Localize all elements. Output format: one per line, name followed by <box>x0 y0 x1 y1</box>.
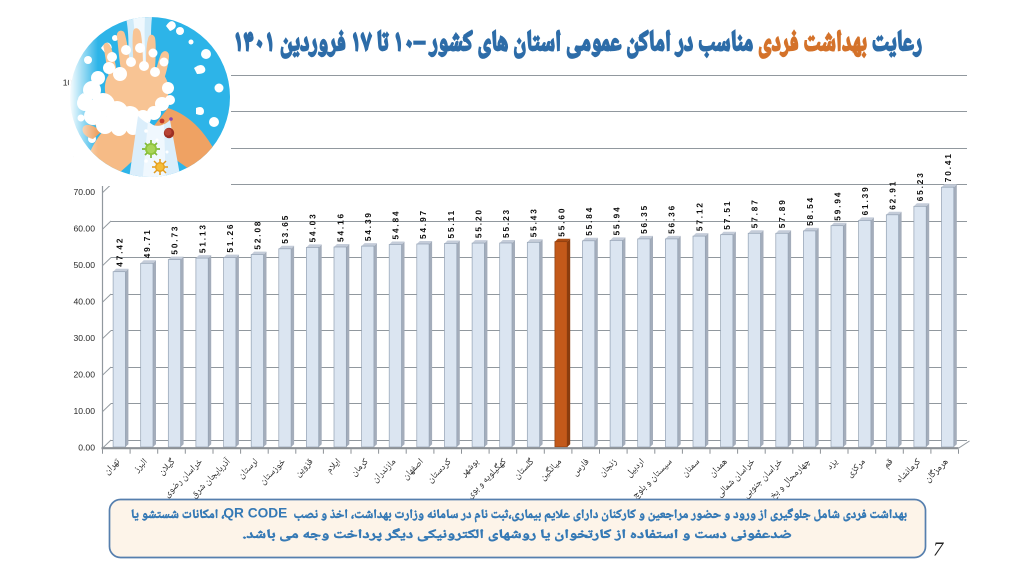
svg-text:54.03: 54.03 <box>309 212 318 242</box>
svg-text:57.87: 57.87 <box>751 198 760 228</box>
svg-text:0.00: 0.00 <box>78 443 95 453</box>
svg-text:50.00: 50.00 <box>73 260 95 270</box>
svg-text:57.89: 57.89 <box>778 198 787 228</box>
svg-text:56.35: 56.35 <box>640 204 649 234</box>
svg-text:52.08: 52.08 <box>254 220 263 250</box>
svg-text:55.23: 55.23 <box>502 208 511 238</box>
svg-text:7: 7 <box>933 539 944 561</box>
svg-text:10.00: 10.00 <box>73 406 95 416</box>
svg-text:54.39: 54.39 <box>364 211 373 241</box>
svg-text:50.73: 50.73 <box>171 225 180 255</box>
svg-text:20.00: 20.00 <box>73 370 95 380</box>
svg-text:59.94: 59.94 <box>833 191 842 221</box>
svg-text:55.20: 55.20 <box>474 208 483 238</box>
svg-text:56.36: 56.36 <box>668 204 677 234</box>
svg-text:51.26: 51.26 <box>226 223 235 253</box>
svg-text:54.84: 54.84 <box>392 210 401 240</box>
svg-text:65.23: 65.23 <box>916 171 925 201</box>
svg-text:47.42: 47.42 <box>116 237 125 267</box>
svg-text:55.60: 55.60 <box>557 207 566 237</box>
svg-text:57.51: 57.51 <box>723 200 732 230</box>
svg-text:70.41: 70.41 <box>944 152 953 182</box>
svg-text:QR CODE: QR CODE <box>223 506 287 521</box>
svg-text:40.00: 40.00 <box>73 297 95 307</box>
svg-text:54.97: 54.97 <box>419 209 428 239</box>
svg-text:57.12: 57.12 <box>695 201 704 231</box>
svg-text:62.91: 62.91 <box>889 180 898 210</box>
svg-text:53.65: 53.65 <box>281 214 290 244</box>
svg-text:51.13: 51.13 <box>198 223 207 253</box>
svg-text:70.00: 70.00 <box>73 187 95 197</box>
svg-text:60.00: 60.00 <box>73 224 95 234</box>
svg-text:49.71: 49.71 <box>143 228 152 258</box>
svg-text:55.94: 55.94 <box>613 205 622 235</box>
svg-text:61.39: 61.39 <box>861 185 870 215</box>
svg-text:54.16: 54.16 <box>336 212 345 242</box>
svg-text:55.11: 55.11 <box>447 209 456 239</box>
svg-text:30.00: 30.00 <box>73 333 95 343</box>
svg-text:58.54: 58.54 <box>806 196 815 226</box>
svg-text:55.84: 55.84 <box>585 206 594 236</box>
svg-text:55.43: 55.43 <box>530 207 539 237</box>
